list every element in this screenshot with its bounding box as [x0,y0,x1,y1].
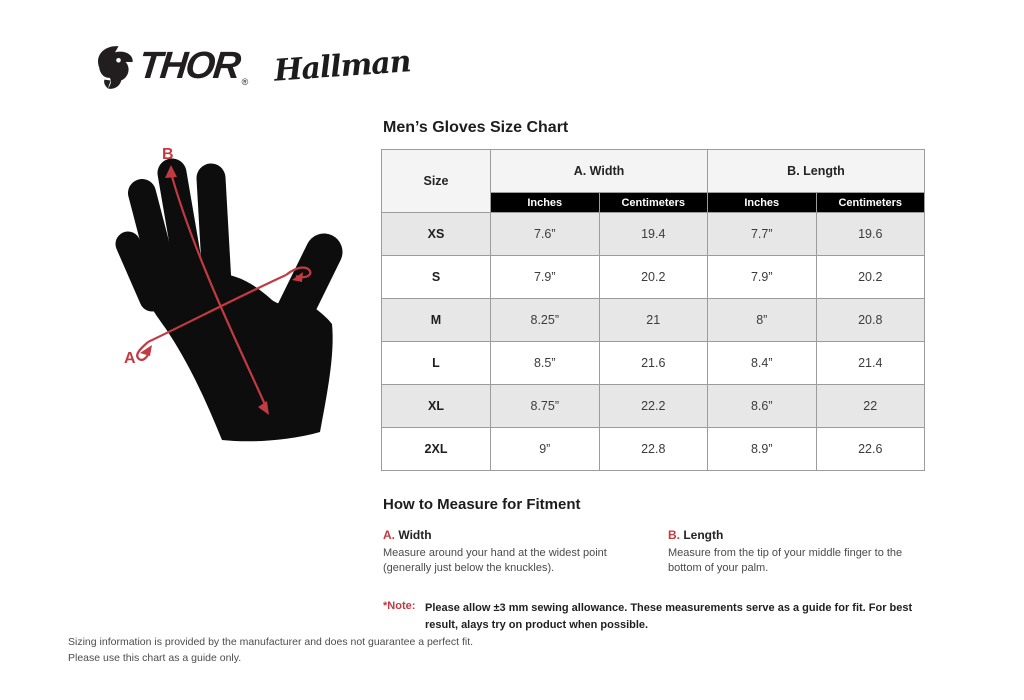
registered-mark-icon: ® [241,77,249,87]
measure-letter: B. [668,528,680,542]
length-inches-value: 8.9” [707,427,817,471]
hallman-wordmark: Hallman [273,43,412,89]
size-label: S [381,255,491,299]
disclaimer-footer: Sizing information is provided by the ma… [68,635,473,667]
thor-logo: THOR ® [93,39,248,93]
size-chart-table: Size A. Width B. Length Inches Centimete… [381,149,925,471]
width-inches-value: 8.5” [490,341,600,385]
subheader-length-inches: Inches [707,192,817,213]
size-label: 2XL [381,427,491,471]
width-centimeters-value: 19.4 [598,212,708,256]
thor-mascot-icon [98,46,133,89]
width-centimeters-value: 21 [598,298,708,342]
width-inches-value: 8.75” [490,384,600,428]
note-row: *Note: Please allow ±3 mm sewing allowan… [383,600,927,634]
diagram-label-b: B [162,146,174,163]
size-label: L [381,341,491,385]
width-centimeters-value: 22.8 [598,427,708,471]
size-label: XL [381,384,491,428]
width-centimeters-value: 21.6 [598,341,708,385]
how-to-measure-title: How to Measure for Fitment [383,496,581,513]
length-centimeters-value: 22 [815,384,925,428]
note-text: Please allow ±3 mm sewing allowance. The… [425,601,913,631]
disclaimer-line-2: Please use this chart as a guide only. [68,651,242,664]
length-centimeters-value: 20.2 [815,255,925,299]
size-label: XS [381,212,491,256]
measure-item-heading: B. Length [668,528,927,542]
length-inches-value: 7.9” [707,255,817,299]
length-centimeters-value: 19.6 [815,212,925,256]
width-centimeters-value: 20.2 [598,255,708,299]
column-group-length: B. Length [707,149,925,193]
measure-description: Measure around your hand at the widest p… [383,547,607,575]
diagram-label-a: A [124,350,136,367]
glove-measurement-diagram: B A [100,138,360,470]
measurement-arrows [136,172,312,408]
subheader-width-centimeters: Centimeters [598,192,708,213]
brand-header: THOR ® Hallman [93,36,412,96]
length-centimeters-value: 20.8 [815,298,925,342]
size-label: M [381,298,491,342]
column-group-width: A. Width [490,149,708,193]
table-row-xl: XL 8.75” 22.2 8.6” 22 [381,384,925,428]
table-row-xs: XS 7.6” 19.4 7.7” 19.6 [381,212,925,256]
table-row-s: S 7.9” 20.2 7.9” 20.2 [381,255,925,299]
length-centimeters-value: 21.4 [815,341,925,385]
measure-item-width: A. Width Measure around your hand at the… [383,528,668,577]
disclaimer-line-1: Sizing information is provided by the ma… [68,636,474,648]
table-row-m: M 8.25” 21 8” 20.8 [381,298,925,342]
table-row-2xl: 2XL 9” 22.8 8.9” 22.6 [381,427,925,471]
measure-name: Length [683,528,724,542]
thor-wordmark: THOR [136,45,241,87]
subheader-width-inches: Inches [490,192,600,213]
measure-name: Width [398,528,432,542]
glove-silhouette-icon: B A [115,146,343,442]
width-inches-value: 9” [490,427,600,471]
how-to-measure-section: How to Measure for Fitment A. Width Meas… [383,496,927,634]
length-centimeters-value: 22.6 [815,427,925,471]
length-inches-value: 8.6” [707,384,817,428]
width-inches-value: 8.25” [490,298,600,342]
length-inches-value: 8.4” [707,341,817,385]
measure-letter: A. [383,528,395,542]
measure-columns: A. Width Measure around your hand at the… [383,528,927,577]
measure-item-heading: A. Width [383,528,668,542]
size-chart-section: Men’s Gloves Size Chart Size A. Width B.… [381,119,927,471]
measure-item-length: B. Length Measure from the tip of your m… [668,528,927,577]
length-inches-value: 7.7” [707,212,817,256]
subheader-length-centimeters: Centimeters [815,192,925,213]
size-chart-title: Men’s Gloves Size Chart [383,119,569,136]
column-header-size: Size [381,149,491,213]
width-centimeters-value: 22.2 [598,384,708,428]
table-row-l: L 8.5” 21.6 8.4” 21.4 [381,341,925,385]
width-inches-value: 7.9” [490,255,600,299]
measure-description: Measure from the tip of your middle fing… [668,547,903,575]
length-inches-value: 8” [707,298,817,342]
note-label: *Note: [383,599,416,612]
width-inches-value: 7.6” [490,212,600,256]
